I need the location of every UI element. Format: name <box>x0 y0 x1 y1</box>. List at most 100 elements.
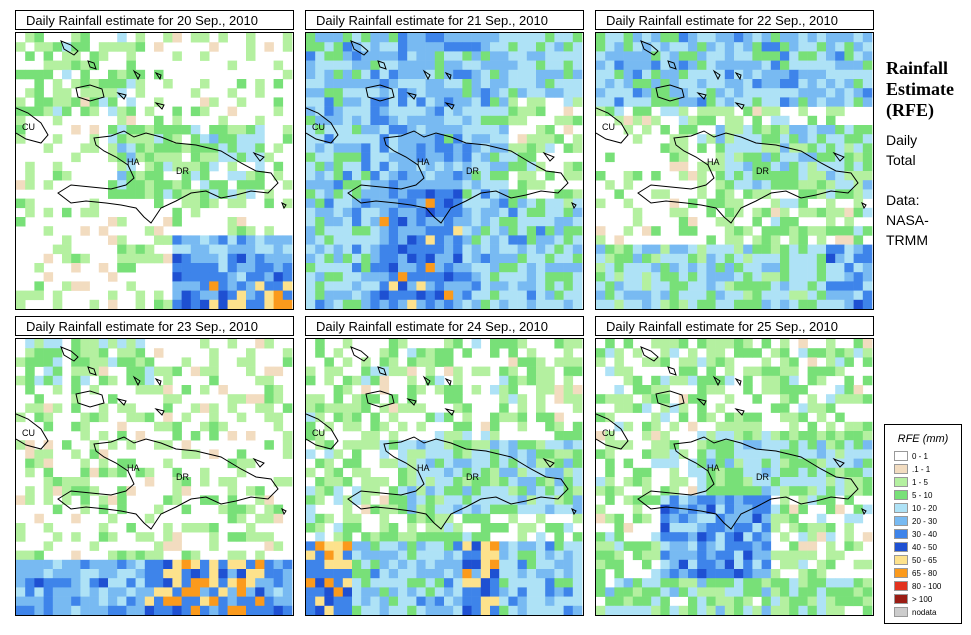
rainfall-cell <box>25 449 35 459</box>
rainfall-cell <box>526 226 537 236</box>
rainfall-cell <box>264 596 274 607</box>
rainfall-cell <box>333 290 344 301</box>
rainfall-cell <box>536 281 546 291</box>
rainfall-cell <box>361 244 371 255</box>
rainfall-cell <box>34 412 44 423</box>
rainfall-cell <box>154 299 164 309</box>
rainfall-cell <box>117 569 127 579</box>
rainfall-cell <box>306 180 316 190</box>
rainfall-cell <box>844 467 854 478</box>
rainfall-cell <box>388 569 399 579</box>
rainfall-cell <box>342 357 353 367</box>
rainfall-cell <box>108 42 118 52</box>
rainfall-cell <box>52 290 63 301</box>
rainfall-cell <box>190 161 201 172</box>
rainfall-cell <box>379 217 390 227</box>
rainfall-cell <box>807 290 818 301</box>
rainfall-cell <box>545 467 555 478</box>
rainfall-cell <box>227 578 238 588</box>
rainfall-cell <box>471 263 482 273</box>
legend-item: 30 - 40 <box>894 529 937 539</box>
rainfall-cell <box>333 125 344 135</box>
rainfall-cell <box>282 198 293 209</box>
rainfall-cell <box>660 449 670 459</box>
rainfall-cell <box>743 161 753 172</box>
rainfall-cell <box>25 88 35 98</box>
rainfall-cell <box>480 504 491 515</box>
rainfall-cell <box>761 339 772 349</box>
rainfall-cell <box>434 272 445 282</box>
rainfall-cell <box>154 253 164 264</box>
rainfall-cell <box>416 97 426 107</box>
rainfall-cell <box>807 375 818 386</box>
rainfall-cell <box>490 421 500 432</box>
rainfall-cell <box>623 79 634 89</box>
rainfall-cell <box>200 143 210 153</box>
rainfall-cell <box>789 513 799 524</box>
rainfall-cell <box>200 385 210 395</box>
rainfall-cell <box>499 578 509 588</box>
rainfall-cell <box>816 495 827 505</box>
rainfall-cell <box>715 189 726 199</box>
rainfall-cell <box>715 281 726 291</box>
rainfall-cell <box>342 458 353 469</box>
rainfall-cell <box>743 523 753 533</box>
rainfall-cell <box>734 180 744 190</box>
rainfall-cell <box>388 97 399 107</box>
rainfall-cell <box>425 161 436 172</box>
rainfall-cell <box>563 69 574 80</box>
rainfall-cell <box>453 33 463 43</box>
coastline <box>75 84 105 102</box>
rainfall-cell <box>324 578 334 588</box>
rainfall-cell <box>678 33 689 43</box>
rainfall-cell <box>614 587 624 597</box>
rainfall-cell <box>398 263 408 273</box>
legend-label: > 100 <box>912 594 933 604</box>
rainfall-cell <box>379 143 390 153</box>
rainfall-cell <box>798 385 808 395</box>
rainfall-cell <box>752 366 762 377</box>
rainfall-cell <box>117 357 127 367</box>
rainfall-cell <box>761 171 772 181</box>
rainfall-cell <box>826 244 836 255</box>
rainfall-cell <box>563 596 574 607</box>
rainfall-cell <box>352 180 362 190</box>
rainfall-cell <box>25 495 35 505</box>
rainfall-cell <box>563 253 574 264</box>
rainfall-cell <box>370 412 380 423</box>
rainfall-cell <box>545 541 555 551</box>
rainfall-cell <box>853 97 864 107</box>
rainfall-cell <box>660 403 670 413</box>
rainfall-cell <box>333 263 344 273</box>
rainfall-cell <box>826 587 836 597</box>
rainfall-cell <box>605 348 615 358</box>
rainfall-cell <box>826 366 836 377</box>
rainfall-cell <box>16 357 26 367</box>
rainfall-cell <box>807 486 818 496</box>
rainfall-cell <box>200 272 210 282</box>
rainfall-cell <box>246 569 256 579</box>
rainfall-cell <box>770 486 781 496</box>
rainfall-cell <box>324 217 334 227</box>
rainfall-cell <box>144 412 155 423</box>
rainfall-cell <box>342 541 353 551</box>
rainfall-cell <box>388 366 399 377</box>
rainfall-cell <box>743 97 753 107</box>
rainfall-cell <box>25 161 35 172</box>
rainfall-cell <box>227 125 238 135</box>
rainfall-cell <box>752 486 762 496</box>
rainfall-cell <box>89 605 100 615</box>
rainfall-cell <box>563 541 574 551</box>
rainfall-cell <box>282 180 293 190</box>
rainfall-cell <box>246 152 256 163</box>
rainfall-cell <box>715 357 726 367</box>
rainfall-cell <box>816 440 827 450</box>
rainfall-cell <box>807 366 818 377</box>
rainfall-cell <box>80 339 90 349</box>
rainfall-cell <box>370 541 380 551</box>
rainfall-cell <box>200 587 210 597</box>
rainfall-cell <box>181 587 192 597</box>
rainfall-cell <box>651 42 661 52</box>
rainfall-cell <box>642 449 652 459</box>
rainfall-cell <box>706 578 716 588</box>
